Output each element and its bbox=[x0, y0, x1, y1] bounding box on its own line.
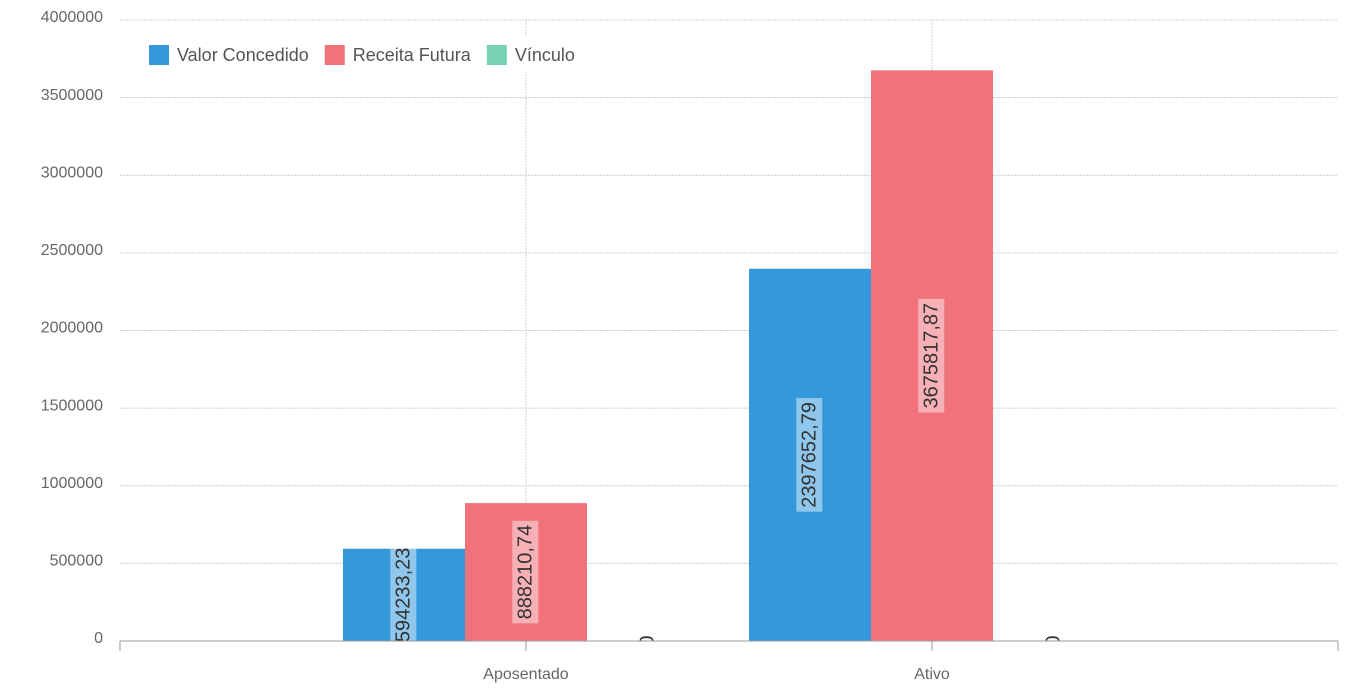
bar bbox=[749, 268, 871, 641]
legend-box bbox=[140, 36, 645, 72]
x-tick-label: Aposentado bbox=[483, 666, 569, 683]
data-label-bg bbox=[512, 520, 539, 624]
data-label: 0 bbox=[636, 635, 658, 646]
data-label: 2397652,79 bbox=[798, 402, 820, 508]
data-label: 0 bbox=[1042, 635, 1064, 646]
legend-label: Valor Concedido bbox=[177, 45, 309, 65]
bar bbox=[465, 503, 587, 641]
bar bbox=[343, 548, 465, 641]
y-tick-label: 1000000 bbox=[41, 475, 103, 492]
legend-label: Receita Futura bbox=[353, 45, 472, 65]
data-label: 888210,74 bbox=[514, 525, 536, 620]
legend-swatch bbox=[149, 45, 169, 65]
y-tick-label: 4000000 bbox=[41, 9, 103, 26]
y-tick-label: 0 bbox=[94, 630, 103, 647]
data-label-bg bbox=[390, 543, 417, 641]
y-tick-label: 500000 bbox=[50, 553, 103, 570]
y-tick-label: 3000000 bbox=[41, 164, 103, 181]
y-tick-label: 3500000 bbox=[41, 87, 103, 104]
y-tick-label: 1500000 bbox=[41, 397, 103, 414]
data-label-bg bbox=[634, 631, 661, 641]
data-label-bg bbox=[918, 298, 945, 413]
y-tick-label: 2500000 bbox=[41, 242, 103, 259]
legend-swatch bbox=[324, 45, 345, 65]
data-label: 594233,23 bbox=[392, 548, 414, 643]
legend-label: Vínculo bbox=[515, 45, 575, 65]
data-label-bg bbox=[796, 398, 823, 512]
data-label-bg bbox=[1040, 631, 1067, 641]
data-label: 3675817,87 bbox=[920, 303, 942, 409]
y-tick-label: 2000000 bbox=[41, 320, 103, 337]
legend-swatch bbox=[486, 45, 507, 65]
bar bbox=[871, 70, 993, 641]
x-tick-label: Ativo bbox=[914, 666, 950, 683]
